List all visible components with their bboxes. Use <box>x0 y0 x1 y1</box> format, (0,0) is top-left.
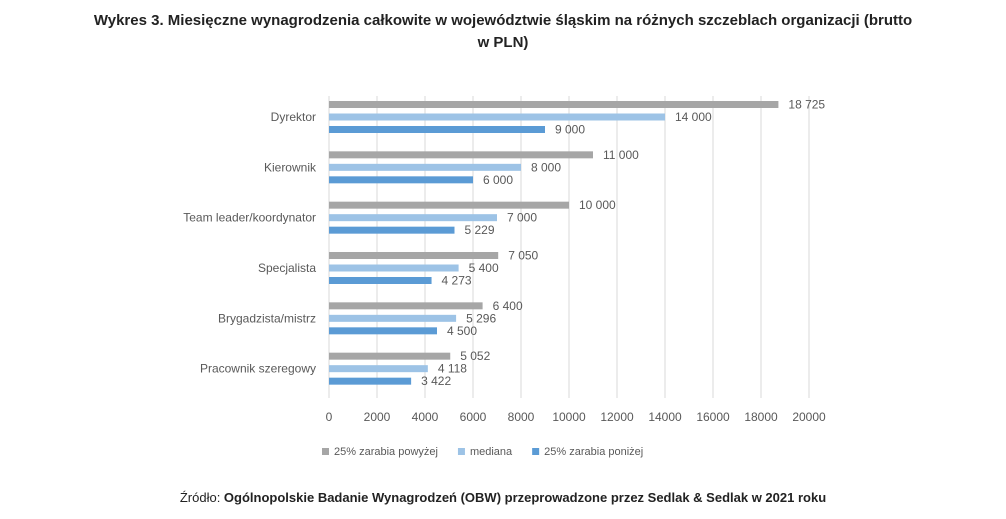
bar <box>329 377 412 385</box>
x-tick-label: 10000 <box>552 410 586 424</box>
legend-label: 25% zarabia powyżej <box>334 446 438 458</box>
data-label: 5 229 <box>464 223 494 237</box>
data-label: 4 273 <box>442 274 472 288</box>
data-label: 18 725 <box>788 98 825 112</box>
legend-swatch <box>457 448 465 455</box>
data-label: 4 118 <box>438 362 467 376</box>
legend-swatch <box>532 448 540 455</box>
bar <box>329 352 451 360</box>
chart-title-line1: Wykres 3. Miesięczne wynagrodzenia całko… <box>93 12 913 29</box>
x-tick-label: 14000 <box>648 410 682 424</box>
bars: 18 725 14 000 9 000 11 000 8 000 6 000 10 000 7… <box>329 98 825 388</box>
source-prefix: Źródło: <box>179 490 224 505</box>
data-label: 7 050 <box>508 249 538 263</box>
data-label: 8 000 <box>531 160 561 174</box>
category-label: Kierownik <box>264 160 317 174</box>
gridlines <box>328 96 810 398</box>
data-label: 7 000 <box>507 211 537 225</box>
data-label: 10 000 <box>579 198 616 212</box>
bar <box>329 126 545 133</box>
category-label: Pracownik szeregowy <box>200 362 316 376</box>
x-tick-label: 20000 <box>792 410 826 424</box>
legend: 25% zarabia powyżej mediana 25% zarabia po… <box>322 446 643 458</box>
bar <box>329 226 455 234</box>
data-label: 5 296 <box>466 311 496 325</box>
data-label: 11 000 <box>603 148 639 162</box>
bar <box>329 176 473 184</box>
x-tick-label: 18000 <box>744 410 778 424</box>
bar <box>329 201 569 209</box>
data-label: 6 400 <box>493 299 523 313</box>
x-tick-label: 12000 <box>600 410 634 424</box>
x-tick-label: 2000 <box>364 410 391 424</box>
category-label: Team leader/koordynator <box>183 211 316 225</box>
data-label: 5 052 <box>460 349 490 363</box>
data-label: 5 400 <box>469 261 499 275</box>
legend-label: mediana <box>470 446 513 458</box>
category-label: Specjalista <box>258 261 316 275</box>
category-label: Dyrektor <box>271 110 316 124</box>
x-tick-label: 16000 <box>696 410 730 424</box>
chart-title-line2: w PLN) <box>477 34 529 51</box>
data-label: 3 422 <box>421 374 451 388</box>
data-label: 14 000 <box>675 110 712 124</box>
bar <box>329 101 779 108</box>
x-axis-ticks: 0 2000 4000 6000 8000 10000 12000 14000 16000 180… <box>326 410 826 424</box>
bar <box>329 302 483 310</box>
bar <box>329 277 432 284</box>
x-tick-label: 8000 <box>508 410 535 424</box>
bar <box>329 252 499 259</box>
bar <box>329 214 497 222</box>
legend-label: 25% zarabia poniżej <box>544 446 643 458</box>
category-label: Brygadzista/mistrz <box>218 311 316 325</box>
source-note: Źródło: Ogólnopolskie Badanie Wynagrodze… <box>0 490 1006 505</box>
bar <box>329 151 593 159</box>
bar <box>329 264 459 272</box>
bar <box>329 113 665 121</box>
bar <box>329 314 457 322</box>
bar <box>329 365 428 373</box>
x-tick-label: 6000 <box>460 410 487 424</box>
x-tick-label: 0 <box>326 410 333 424</box>
bar <box>329 163 521 171</box>
bar <box>329 327 437 335</box>
data-label: 4 500 <box>447 324 477 338</box>
legend-swatch <box>322 448 329 455</box>
source-text: Ogólnopolskie Badanie Wynagrodzeń (OBW) … <box>223 490 827 505</box>
data-label: 6 000 <box>483 173 513 187</box>
category-labels: Dyrektor Kierownik Team leader/koordynator… <box>183 110 317 376</box>
chart-title: Wykres 3. Miesięczne wynagrodzenia całko… <box>0 10 1006 54</box>
data-label: 9 000 <box>555 123 585 137</box>
x-tick-label: 4000 <box>412 410 439 424</box>
